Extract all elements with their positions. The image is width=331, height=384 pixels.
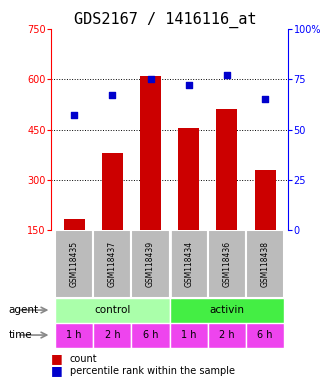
Bar: [246, 230, 284, 298]
Bar: [140, 76, 161, 230]
Text: 6 h: 6 h: [257, 330, 273, 340]
Text: 1 h: 1 h: [67, 330, 82, 340]
Bar: [93, 323, 131, 348]
Text: 2 h: 2 h: [105, 330, 120, 340]
Text: GSM118438: GSM118438: [260, 241, 269, 287]
Point: [186, 82, 191, 88]
Bar: [64, 218, 85, 230]
Text: activin: activin: [210, 305, 244, 315]
Text: ■: ■: [51, 364, 63, 377]
Text: control: control: [94, 305, 130, 315]
Bar: [93, 230, 131, 298]
Bar: [178, 128, 199, 230]
Text: GSM118434: GSM118434: [184, 241, 193, 287]
Point: [110, 92, 115, 98]
Point: [262, 96, 268, 103]
Text: GDS2167 / 1416116_at: GDS2167 / 1416116_at: [74, 12, 257, 28]
Text: GSM118437: GSM118437: [108, 241, 117, 287]
Bar: [102, 153, 123, 230]
Bar: [169, 230, 208, 298]
Bar: [55, 298, 169, 323]
Bar: [169, 323, 208, 348]
Bar: [216, 109, 237, 230]
Bar: [131, 230, 169, 298]
Bar: [208, 230, 246, 298]
Text: percentile rank within the sample: percentile rank within the sample: [70, 366, 234, 376]
Text: 6 h: 6 h: [143, 330, 158, 340]
Text: time: time: [8, 330, 32, 340]
Bar: [246, 323, 284, 348]
Bar: [169, 298, 284, 323]
Text: GSM118439: GSM118439: [146, 241, 155, 287]
Bar: [208, 323, 246, 348]
Text: 1 h: 1 h: [181, 330, 197, 340]
Bar: [55, 323, 93, 348]
Point: [148, 76, 153, 82]
Text: GSM118436: GSM118436: [222, 241, 231, 287]
Point: [224, 72, 229, 78]
Bar: [131, 323, 169, 348]
Text: GSM118435: GSM118435: [70, 241, 79, 287]
Text: count: count: [70, 354, 97, 364]
Bar: [255, 170, 276, 230]
Text: 2 h: 2 h: [219, 330, 235, 340]
Point: [71, 113, 77, 119]
Bar: [55, 230, 93, 298]
Text: agent: agent: [8, 305, 38, 315]
Text: ■: ■: [51, 353, 63, 366]
